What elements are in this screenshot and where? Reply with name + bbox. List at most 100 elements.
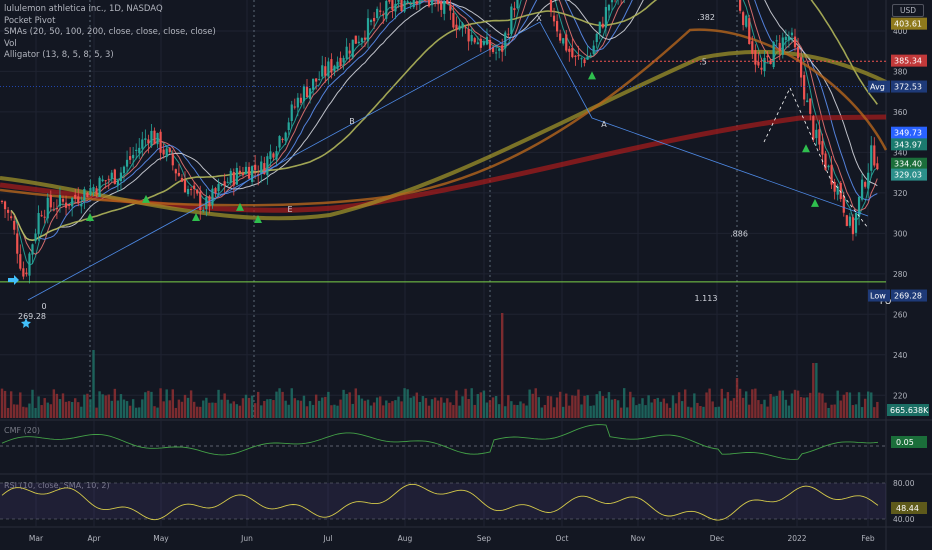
volume-bar	[589, 405, 592, 418]
volume-bar	[253, 403, 257, 418]
volume-bar	[101, 394, 104, 418]
volume-bar	[726, 392, 730, 418]
candle-body	[488, 39, 492, 51]
rsi-tick-40: 40.00	[893, 515, 915, 524]
time-tick-Jul: Jul	[322, 534, 332, 543]
volume-bar	[67, 401, 71, 418]
candle-body	[793, 36, 797, 48]
candle-body	[61, 198, 65, 202]
volume-bar	[568, 405, 571, 418]
sma-100-band	[0, 49, 887, 221]
volume-bar	[711, 401, 714, 418]
candle-body	[803, 75, 806, 100]
rsi-legend: RSI (10, close, SMA, 10, 2)	[4, 481, 110, 490]
volume-bar	[98, 391, 101, 418]
candle-body	[138, 147, 141, 154]
volume-bar	[189, 390, 193, 418]
e-point-label: E	[287, 205, 292, 214]
candle-body	[769, 60, 772, 65]
pocket-pivot-triangle	[254, 215, 262, 224]
volume-bar	[708, 388, 711, 418]
candle-body	[482, 41, 485, 45]
volume-bar	[470, 388, 473, 418]
candle-body	[183, 179, 187, 193]
volume-bar	[266, 399, 269, 418]
volume-bar	[89, 399, 92, 418]
volume-bar	[833, 404, 836, 418]
candle-body	[470, 35, 473, 42]
pocket-pivot-triangle	[142, 194, 150, 203]
candle-body	[748, 18, 751, 45]
candle-body	[806, 100, 809, 103]
candle-body	[25, 272, 28, 275]
volume-bar	[827, 407, 830, 418]
candle-body	[251, 166, 254, 182]
candle-body	[247, 166, 251, 179]
time-tick-Dec: Dec	[710, 534, 725, 543]
volume-bar	[135, 407, 138, 418]
candle-body	[873, 145, 876, 166]
volume-bar	[86, 393, 89, 418]
candle-body	[376, 8, 379, 19]
volume-bar	[177, 399, 181, 418]
volume-bar	[693, 393, 696, 418]
volume-bar	[738, 388, 742, 418]
candle-body	[107, 178, 110, 180]
candle-body	[815, 129, 818, 139]
volume-bar	[168, 400, 171, 418]
volume-bar	[336, 405, 339, 418]
volume-bar	[110, 400, 113, 418]
candle-body	[116, 180, 119, 186]
volume-bar	[745, 391, 748, 418]
volume-bar	[49, 404, 52, 418]
candle-body	[336, 61, 339, 70]
candle-body	[857, 196, 861, 217]
candle-body	[0, 201, 4, 203]
candle-body	[312, 78, 315, 90]
price-tag-bg	[891, 138, 927, 151]
candle-body	[787, 36, 790, 41]
candle-body	[391, 0, 394, 10]
volume-bar	[696, 402, 699, 418]
volume-bar	[403, 388, 406, 418]
candle-body	[427, 0, 431, 7]
candle-body	[366, 18, 370, 42]
candle-body	[501, 45, 504, 52]
volume-bar	[513, 404, 516, 418]
candle-body	[504, 32, 507, 49]
currency-button[interactable]: USD	[892, 4, 924, 17]
volume-bar	[842, 394, 845, 418]
volume-bar	[339, 399, 342, 418]
candle-body	[452, 12, 455, 28]
volume-bar	[821, 393, 824, 418]
rsi-tag-label: 48.44	[896, 504, 919, 513]
candle-body	[141, 139, 144, 149]
volume-bar	[360, 398, 364, 418]
candle-body	[836, 186, 839, 195]
candle-body	[98, 177, 101, 198]
candle-body	[409, 3, 412, 5]
candle-body	[129, 156, 132, 160]
candle-body	[369, 20, 373, 23]
volume-bar	[629, 391, 632, 418]
volume-bar	[95, 407, 98, 418]
candle-body	[388, 0, 391, 2]
volume-bar	[293, 398, 296, 418]
candle-body	[745, 15, 748, 27]
volume-bar	[153, 406, 156, 418]
volume-bar	[577, 389, 580, 418]
candle-body	[223, 181, 226, 186]
candle-body	[760, 67, 763, 70]
volume-bar	[171, 389, 174, 418]
volume-bar	[278, 388, 281, 418]
volume-bar	[241, 398, 245, 418]
candle-body	[46, 197, 49, 219]
volume-bar	[421, 396, 425, 418]
volume-bar	[549, 396, 553, 418]
volume-tag-bg	[887, 404, 929, 416]
volume-bar	[757, 400, 760, 418]
candles	[0, 0, 879, 284]
price-tag-bg	[891, 54, 927, 67]
volume-bar	[327, 391, 330, 418]
